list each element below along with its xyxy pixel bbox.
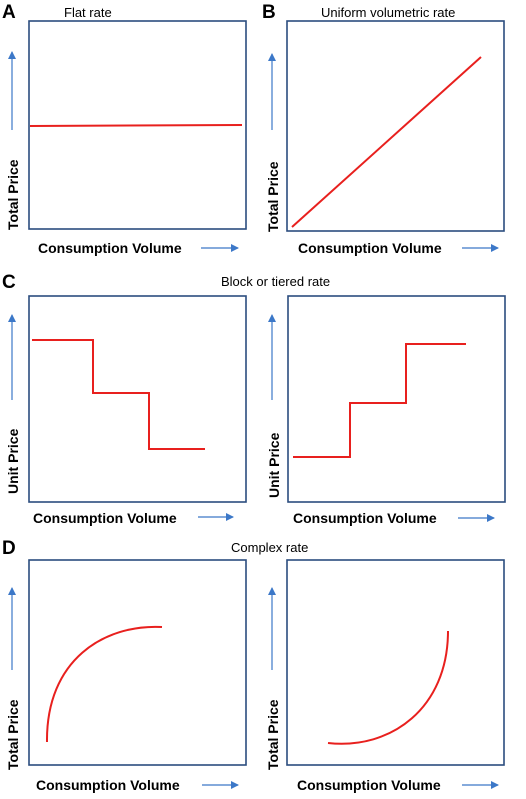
panel-d-right-y-axis-label: Total Price — [265, 699, 281, 770]
panel-b-title: Uniform volumetric rate — [321, 5, 455, 20]
panel-d-right-plot-frame — [286, 559, 505, 766]
panel-d-letter: D — [2, 538, 16, 559]
panel-d-right-x-axis-label: Consumption Volume — [297, 777, 441, 793]
panel-b: B Uniform volumetric rate Total Price Co… — [262, 2, 505, 256]
panel-c-right-y-axis-label: Unit Price — [266, 432, 282, 498]
panel-d-right-convex-curve — [327, 630, 449, 745]
panel-d-left-x-axis-label: Consumption Volume — [36, 777, 180, 793]
panel-a-flat-rate-line — [29, 124, 243, 127]
panel-c-left-y-axis-label: Unit Price — [5, 428, 21, 494]
panel-c-right-increasing-block-line — [293, 343, 466, 458]
panel-a: A Flat rate Total Price Consumption Volu… — [2, 2, 247, 256]
panel-d-left-plot-frame — [28, 559, 247, 766]
panel-a-y-axis-label: Total Price — [5, 159, 21, 230]
panel-b-x-axis-label: Consumption Volume — [298, 240, 442, 256]
panel-c-left-decreasing-block-line — [32, 339, 205, 450]
panel-a-letter: A — [2, 2, 16, 23]
panel-a-title: Flat rate — [64, 5, 112, 20]
panel-c-title: Block or tiered rate — [221, 274, 330, 289]
panel-c-right-x-axis-label: Consumption Volume — [293, 510, 437, 526]
panel-c-left-plot-frame — [28, 295, 247, 503]
panel-a-x-axis-label: Consumption Volume — [38, 240, 182, 256]
panel-c: C Block or tiered rate Unit Price Consum… — [2, 272, 506, 526]
panel-d: D Complex rate Total Price Consumption V… — [2, 538, 505, 793]
panel-b-uniform-rate-line — [291, 56, 482, 228]
panel-d-title: Complex rate — [231, 540, 308, 555]
panel-c-right-plot-frame — [287, 295, 506, 503]
panel-d-left-y-axis-label: Total Price — [5, 699, 21, 770]
panel-d-left-concave-curve — [45, 625, 163, 743]
panel-b-letter: B — [262, 2, 276, 23]
panel-c-letter: C — [2, 272, 16, 293]
panel-c-left-x-axis-label: Consumption Volume — [33, 510, 177, 526]
panel-b-plot-frame — [286, 20, 505, 232]
panel-b-y-axis-label: Total Price — [265, 161, 281, 232]
